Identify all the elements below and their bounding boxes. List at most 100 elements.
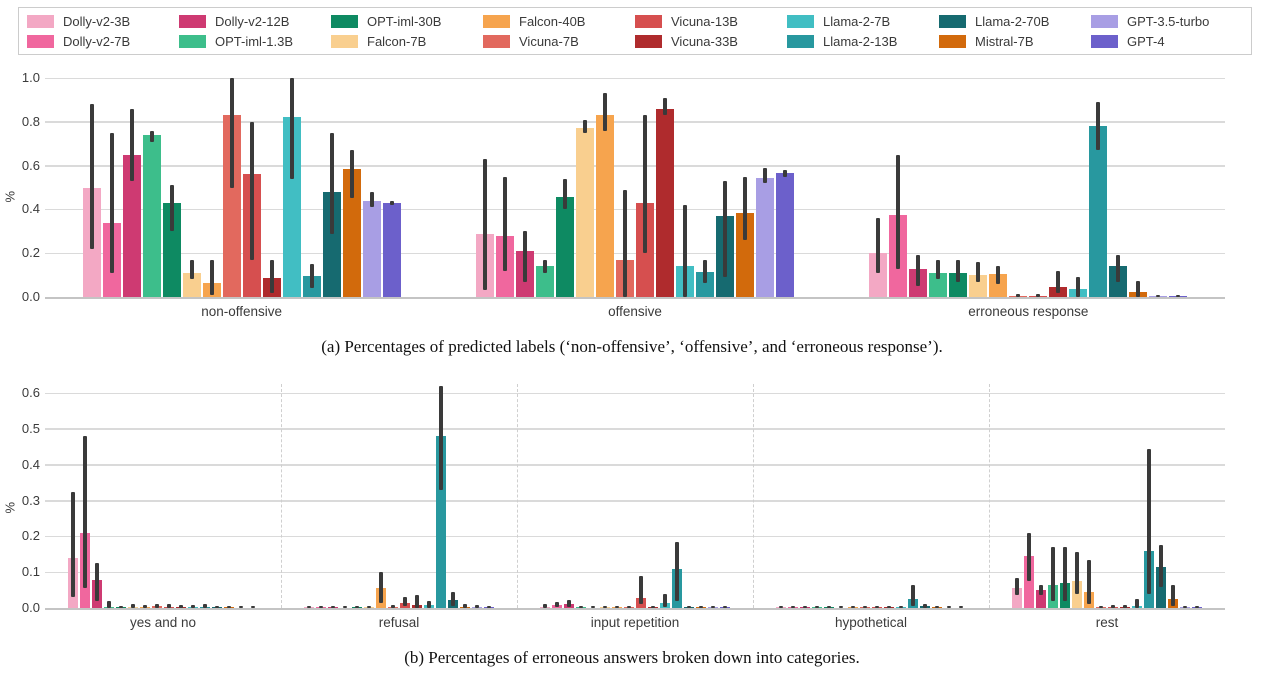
error-bar-dolly-v2-12b-non-offensive — [129, 108, 134, 181]
legend-swatch-icon — [939, 34, 966, 48]
error-bar-vicuna-13b-erroneous-response — [1036, 293, 1041, 297]
error-bar-llama-2-13b-input-repetition — [675, 541, 679, 601]
error-bar-falcon-7b-non-offensive — [189, 259, 194, 280]
legend-label: OPT-iml-1.3B — [215, 33, 294, 49]
legend-item-dolly-v2-7b: Dolly-v2-7B — [27, 34, 179, 49]
legend-swatch-icon — [27, 34, 54, 48]
bar-falcon-7b-non-offensive — [182, 272, 201, 297]
error-bar-falcon-7b-hypothetical — [839, 606, 843, 608]
error-bar-dolly-v2-3b-refusal — [307, 605, 311, 608]
error-bar-dolly-v2-3b-hypothetical — [779, 605, 783, 608]
legend-swatch-icon — [483, 14, 510, 28]
bar-llama-2-7b-non-offensive — [282, 117, 301, 297]
legend-item-mistral-7b: Mistral-7B — [939, 34, 1091, 49]
error-bar-opt-iml-1-3b-hypothetical — [815, 606, 819, 608]
legend-item-opt-iml-30b: OPT-iml-30B — [331, 14, 483, 29]
legend-swatch-icon — [179, 34, 206, 48]
error-bar-falcon-40b-hypothetical — [851, 606, 855, 608]
error-bar-llama-2-7b-non-offensive — [289, 78, 294, 179]
legend-item-vicuna-7b: Vicuna-7B — [483, 34, 635, 49]
legend-swatch-icon — [1091, 14, 1118, 28]
y-tick-label: 0.0 — [21, 289, 40, 304]
error-bar-gpt-3-5-turbo-yes-and-no — [239, 606, 243, 608]
error-bar-gpt-3-5-turbo-non-offensive — [369, 191, 374, 208]
gridline — [45, 252, 1225, 255]
legend-item-llama-2-7b: Llama-2-7B — [787, 14, 939, 29]
error-bar-dolly-v2-3b-input-repetition — [543, 604, 547, 608]
legend-item-dolly-v2-12b: Dolly-v2-12B — [179, 14, 331, 29]
legend-label: Dolly-v2-3B — [63, 13, 131, 29]
error-bar-gpt-3-5-turbo-rest — [1183, 606, 1187, 608]
error-bar-falcon-7b-erroneous-response — [976, 261, 981, 282]
bar-opt-iml-30b-non-offensive — [162, 202, 181, 297]
error-bar-mistral-7b-erroneous-response — [1136, 280, 1141, 297]
error-bar-llama-2-70b-erroneous-response — [1116, 255, 1121, 282]
bar-llama-2-70b-non-offensive — [322, 191, 341, 297]
error-bar-vicuna-33b-offensive — [663, 97, 667, 116]
bar-llama-2-13b-erroneous-response — [1089, 126, 1108, 297]
legend-swatch-icon — [635, 34, 662, 48]
error-bar-vicuna-33b-refusal — [415, 595, 419, 608]
error-bar-vicuna-13b-input-repetition — [639, 575, 643, 605]
bar-falcon-7b-offensive — [576, 128, 594, 297]
error-bar-vicuna-7b-non-offensive — [229, 78, 234, 188]
error-bar-mistral-7b-non-offensive — [349, 150, 354, 199]
error-bar-dolly-v2-12b-erroneous-response — [916, 255, 921, 287]
error-bar-vicuna-7b-input-repetition — [627, 605, 631, 608]
x-category-label-input-repetition: input repetition — [590, 615, 680, 630]
bar-mistral-7b-offensive — [736, 212, 754, 297]
error-bar-falcon-40b-yes-and-no — [143, 605, 147, 608]
bar-vicuna-7b-non-offensive — [222, 115, 241, 297]
error-bar-opt-iml-1-3b-yes-and-no — [107, 600, 111, 608]
bar-gpt-3-5-turbo-offensive — [756, 177, 774, 297]
y-tick-label: 0.4 — [21, 456, 40, 472]
legend-swatch-icon — [787, 34, 814, 48]
error-bar-llama-2-7b-refusal — [427, 600, 431, 608]
bar-dolly-v2-12b-rest — [1036, 590, 1046, 608]
error-bar-dolly-v2-12b-offensive — [523, 231, 527, 282]
gridline — [45, 208, 1225, 211]
bar-falcon-40b-offensive — [596, 115, 614, 297]
caption-a: (a) Percentages of predicted labels (‘no… — [321, 337, 943, 356]
error-bar-gpt-4-rest — [1195, 605, 1199, 608]
error-bar-dolly-v2-7b-non-offensive — [109, 132, 114, 273]
gridline — [45, 535, 1225, 538]
error-bar-gpt-3-5-turbo-offensive — [763, 167, 767, 184]
error-bar-vicuna-33b-erroneous-response — [1056, 270, 1061, 293]
error-bar-llama-2-70b-refusal — [451, 591, 455, 607]
error-bar-vicuna-33b-hypothetical — [887, 606, 891, 608]
legend-label: Vicuna-7B — [519, 33, 579, 49]
error-bar-dolly-v2-7b-hypothetical — [791, 605, 795, 608]
error-bar-llama-2-13b-hypothetical — [911, 584, 915, 607]
bar-opt-iml-30b-offensive — [556, 197, 574, 297]
legend-label: Dolly-v2-7B — [63, 33, 131, 49]
legend-swatch-icon — [787, 14, 814, 28]
bar-dolly-v2-3b-rest — [1012, 588, 1022, 608]
error-bar-dolly-v2-12b-yes-and-no — [95, 563, 99, 601]
error-bar-mistral-7b-refusal — [463, 604, 467, 608]
error-bar-opt-iml-1-3b-rest — [1051, 547, 1055, 601]
error-bar-vicuna-13b-non-offensive — [249, 121, 254, 260]
legend-item-dolly-v2-3b: Dolly-v2-3B — [27, 14, 179, 29]
error-bar-dolly-v2-12b-hypothetical — [803, 606, 807, 608]
y-tick-label: 0.6 — [21, 157, 40, 173]
legend-label: GPT-4 — [1127, 33, 1165, 49]
y-tick-label: 0.3 — [21, 492, 40, 508]
error-bar-falcon-40b-erroneous-response — [996, 266, 1001, 284]
legend: Dolly-v2-3B Dolly-v2-12B OPT-iml-30B Falcon… — [18, 7, 1252, 55]
gridline — [45, 121, 1225, 123]
error-bar-llama-2-7b-erroneous-response — [1076, 277, 1081, 297]
error-bar-opt-iml-30b-refusal — [355, 606, 359, 608]
error-bar-mistral-7b-input-repetition — [699, 606, 703, 608]
error-bar-dolly-v2-12b-rest — [1039, 584, 1043, 596]
error-bar-opt-iml-1-3b-offensive — [543, 259, 547, 273]
error-bar-gpt-4-refusal — [487, 605, 491, 608]
bar-gpt-3-5-turbo-non-offensive — [362, 200, 381, 297]
error-bar-falcon-40b-rest — [1087, 559, 1091, 605]
bar-llama-2-13b-offensive — [696, 271, 714, 297]
error-bar-falcon-7b-rest — [1075, 552, 1079, 594]
legend-swatch-icon — [939, 14, 966, 28]
error-bar-opt-iml-30b-erroneous-response — [956, 259, 961, 282]
error-bar-falcon-7b-offensive — [583, 119, 587, 133]
error-bar-dolly-v2-3b-non-offensive — [89, 104, 94, 249]
